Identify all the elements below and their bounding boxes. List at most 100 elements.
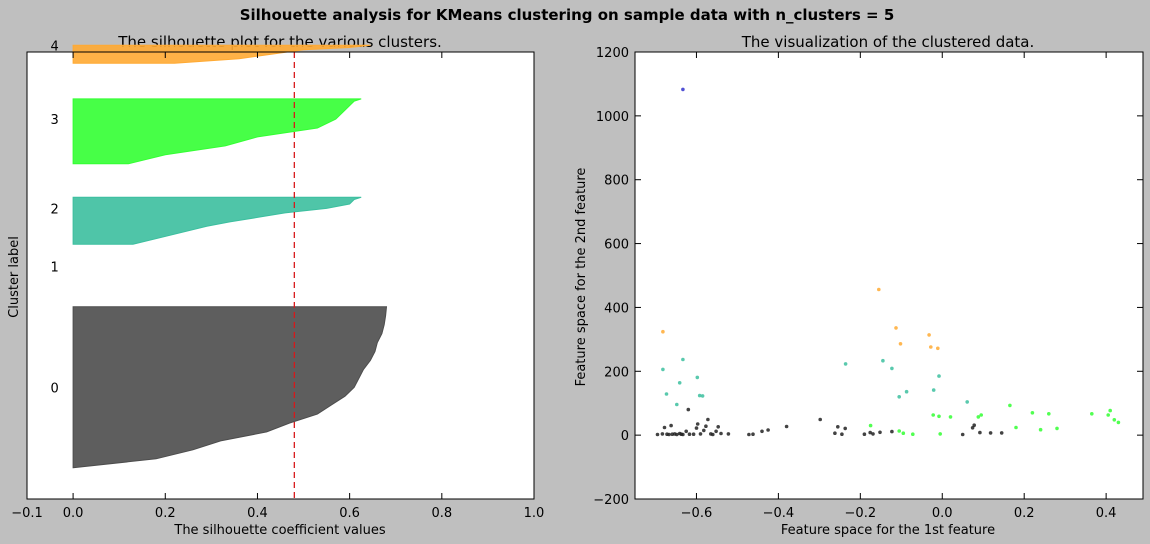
- scatter-point: [751, 432, 755, 437]
- scatter-point: [999, 431, 1004, 435]
- scatter-point: [695, 422, 700, 426]
- scatter-point: [970, 426, 975, 430]
- scatter-point: [667, 432, 671, 437]
- scatter-point: [675, 402, 679, 407]
- scatter-point: [937, 414, 941, 419]
- scatter-xlabel: Feature space for the 1st feature: [781, 523, 995, 538]
- silhouette-xtick-label: 0.0: [63, 506, 84, 521]
- scatter-ticks: −0.6 −0.4 −0.2 0.0 0.2 0.4 −200 0 200 400 600 800 10…: [593, 46, 1143, 521]
- scatter-point: [660, 432, 665, 436]
- scatter-point: [897, 395, 901, 399]
- scatter-point: [978, 430, 982, 435]
- scatter-plot-area: [635, 52, 1143, 499]
- silhouette-xlabel: The silhouette coefficient values: [173, 523, 385, 538]
- silhouette-band-cluster-2: [72, 196, 362, 245]
- cluster-label-texts: 0 1 2 3 4: [51, 39, 59, 396]
- scatter-point: [960, 432, 965, 437]
- scatter-point: [1108, 408, 1112, 413]
- scatter-point: [1112, 418, 1117, 422]
- scatter-point: [897, 429, 901, 433]
- scatter-plot-title: The visualization of the clustered data.: [741, 33, 1035, 51]
- silhouette-xtick-label: −0.1: [11, 506, 43, 521]
- scatter-ytick-label: 400: [604, 301, 629, 316]
- scatter-point: [711, 432, 715, 437]
- silhouette-xtick-label: 0.2: [155, 506, 176, 521]
- scatter-point: [681, 87, 685, 92]
- scatter-point: [704, 424, 708, 429]
- scatter-points: [655, 87, 1121, 437]
- scatter-point: [669, 423, 673, 428]
- scatter-ytick-label: −200: [593, 493, 629, 508]
- scatter-point: [931, 388, 936, 392]
- silhouette-xtick-label: 0.8: [431, 506, 452, 521]
- scatter-xtick-label: −0.6: [681, 506, 713, 521]
- scatter-point: [833, 431, 837, 436]
- cluster-scatter-plot: The visualization of the clustered data.…: [574, 33, 1144, 538]
- silhouette-band-cluster-4: [72, 44, 371, 64]
- scatter-point: [868, 423, 873, 428]
- scatter-point: [1014, 425, 1018, 430]
- cluster-label-0: 0: [51, 381, 59, 396]
- scatter-point: [936, 346, 940, 351]
- scatter-point: [843, 426, 847, 431]
- scatter-point: [878, 430, 882, 435]
- scatter-point: [868, 430, 872, 435]
- scatter-point: [929, 345, 933, 349]
- scatter-point: [1008, 403, 1012, 408]
- silhouette-ylabel: Cluster label: [7, 236, 22, 318]
- scatter-point: [938, 432, 942, 436]
- scatter-ytick-label: 600: [604, 238, 629, 253]
- scatter-point: [931, 413, 935, 417]
- cluster-label-3: 3: [51, 113, 59, 128]
- scatter-point: [881, 358, 885, 363]
- scatter-point: [1116, 420, 1121, 425]
- scatter-point: [1047, 412, 1051, 416]
- scatter-point: [760, 429, 764, 434]
- scatter-point: [661, 367, 665, 372]
- scatter-point: [691, 432, 696, 437]
- scatter-ytick-label: 1200: [596, 46, 629, 61]
- scatter-point: [840, 432, 844, 437]
- scatter-point: [927, 333, 931, 337]
- scatter-point: [901, 431, 906, 436]
- scatter-point: [890, 366, 894, 371]
- cluster-label-4: 4: [51, 39, 59, 54]
- scatter-point: [675, 432, 679, 437]
- scatter-point: [979, 413, 983, 417]
- scatter-point: [661, 329, 665, 334]
- scatter-point: [687, 432, 692, 437]
- scatter-point: [937, 374, 941, 378]
- scatter-point: [948, 415, 953, 419]
- scatter-ytick-label: 800: [604, 174, 629, 189]
- scatter-point: [684, 429, 688, 434]
- scatter-point: [664, 392, 669, 396]
- scatter-xtick-label: −0.2: [845, 506, 877, 521]
- scatter-ytick-label: 0: [621, 429, 629, 444]
- scatter-xtick-label: 0.0: [932, 506, 953, 521]
- silhouette-xtick-label: 0.4: [247, 506, 268, 521]
- scatter-point: [726, 432, 731, 436]
- scatter-point: [898, 342, 903, 346]
- figure-suptitle: Silhouette analysis for KMeans clusterin…: [240, 6, 895, 24]
- cluster-label-2: 2: [51, 202, 59, 217]
- scatter-point: [686, 407, 691, 412]
- scatter-point: [700, 394, 705, 398]
- scatter-point: [871, 432, 875, 436]
- scatter-point: [1106, 413, 1110, 417]
- scatter-point: [695, 375, 700, 380]
- scatter-xtick-label: 0.4: [1096, 506, 1117, 521]
- silhouette-plot: The silhouette plot for the various clus…: [7, 33, 544, 538]
- scatter-point: [976, 415, 981, 419]
- scatter-point: [662, 425, 667, 430]
- scatter-point: [714, 429, 718, 434]
- scatter-point: [988, 431, 993, 435]
- scatter-point: [681, 432, 685, 437]
- scatter-point: [911, 432, 915, 437]
- scatter-point: [1090, 412, 1094, 416]
- silhouette-band-cluster-3: [72, 98, 362, 165]
- scatter-point: [904, 389, 909, 394]
- scatter-xtick-label: 0.2: [1014, 506, 1035, 521]
- scatter-point: [1055, 426, 1059, 431]
